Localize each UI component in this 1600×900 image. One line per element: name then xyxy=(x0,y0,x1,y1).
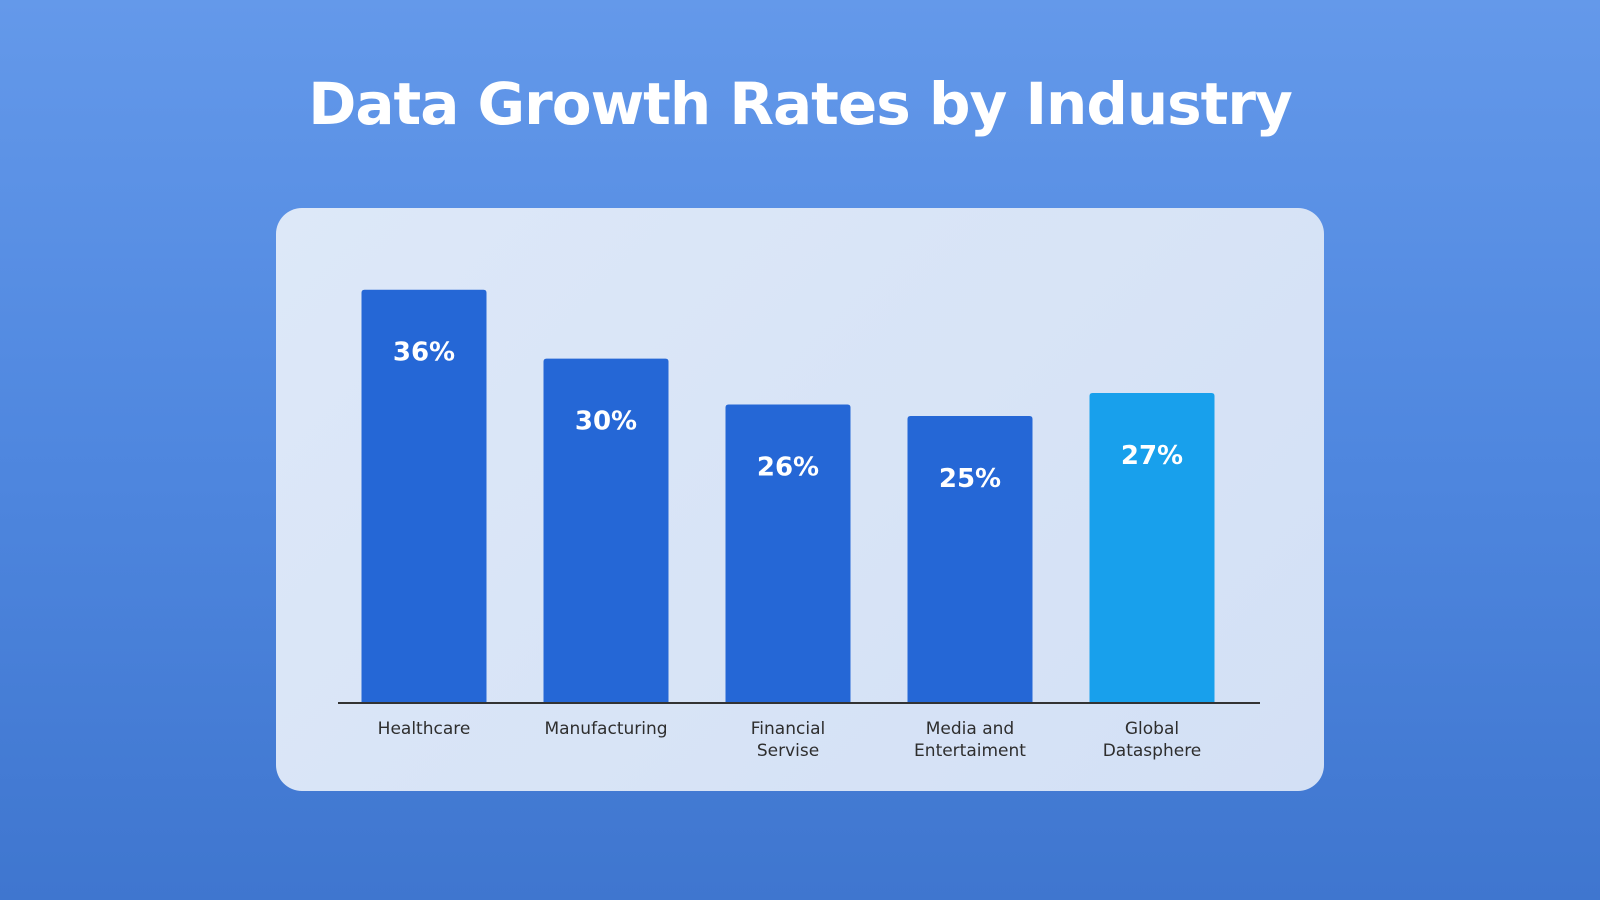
bar-value-label: 30% xyxy=(575,407,637,437)
bar-value-label: 36% xyxy=(393,338,455,368)
category-label: Media and xyxy=(926,719,1014,739)
category-label: Entertaiment xyxy=(914,741,1026,761)
bar-global-datasphere xyxy=(1089,393,1215,703)
category-label: Financial xyxy=(751,719,825,739)
category-label: Global xyxy=(1125,719,1179,739)
bar-financial-servise xyxy=(725,404,851,703)
bar-manufacturing xyxy=(543,358,669,703)
bar-value-label: 26% xyxy=(757,453,819,483)
page-title: Data Growth Rates by Industry xyxy=(308,70,1293,138)
category-label: Servise xyxy=(757,741,819,761)
category-label: Datasphere xyxy=(1103,741,1202,761)
bar-value-label: 27% xyxy=(1121,441,1183,471)
bar-value-label: 25% xyxy=(939,464,1001,494)
category-label: Manufacturing xyxy=(544,719,667,739)
bar-healthcare xyxy=(361,289,487,703)
bar-media-and-entertaiment xyxy=(907,416,1033,703)
category-label: Healthcare xyxy=(378,719,471,739)
